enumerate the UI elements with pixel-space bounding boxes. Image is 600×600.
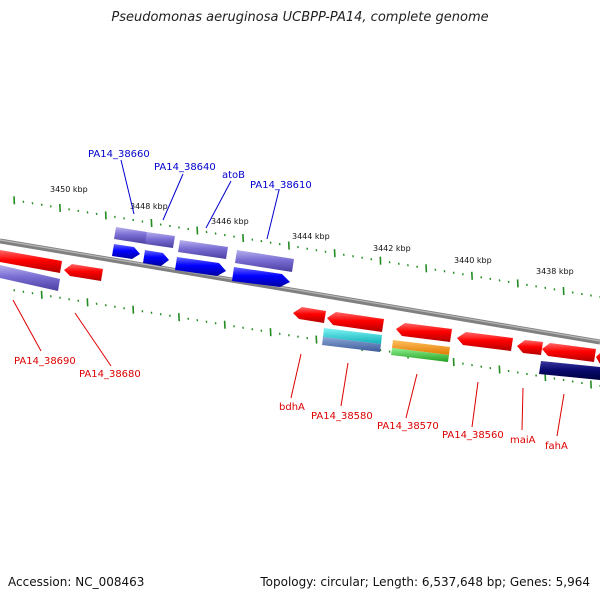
gene-arrow [232, 267, 290, 287]
genome-backbone-highlight [0, 239, 600, 342]
gene-label: bdhA [279, 402, 305, 413]
leader-line [162, 173, 184, 221]
forward-strand-genes [112, 227, 294, 287]
leader-line [290, 353, 302, 399]
gene-label: PA14_38580 [311, 411, 373, 422]
leader-line [405, 373, 418, 419]
gene-arrow [457, 332, 513, 351]
gene-arrow [112, 244, 140, 259]
outer-tick-row [13, 196, 600, 299]
gene-block [178, 240, 228, 259]
gene-arrow [143, 250, 169, 266]
gene-block [322, 337, 381, 352]
gene-arrow [0, 250, 62, 273]
gene-arrow [396, 323, 452, 342]
tick-label: 3442 kbp [373, 244, 411, 253]
forward-gene-labels: PA14_38660 PA14_38640 atoB PA14_38610 [88, 149, 312, 240]
tick-label: 3448 kbp [130, 202, 168, 211]
gene-label: fahA [545, 441, 568, 452]
leader-line [266, 189, 280, 240]
topology-text: Topology: circular; Length: 6,537,648 bp… [260, 575, 590, 589]
gene-label: PA14_38690 [14, 356, 76, 367]
reverse-strand-genes [0, 250, 600, 380]
gene-arrow [517, 340, 543, 355]
tick-label: 3438 kbp [536, 267, 574, 276]
gene-arrow [327, 312, 384, 332]
gene-block [539, 361, 600, 380]
gene-arrow [542, 343, 596, 362]
gene-block [392, 340, 450, 355]
leader-line [556, 393, 565, 437]
gene-block [0, 265, 60, 291]
leader-line [340, 362, 349, 407]
gene-arrow [293, 307, 326, 323]
tick-labels: 3450 kbp 3448 kbp 3446 kbp 3444 kbp 3442… [50, 185, 574, 276]
gene-label: atoB [222, 170, 245, 181]
gene-label: PA14_38560 [442, 430, 504, 441]
tick-label: 3440 kbp [454, 256, 492, 265]
gene-block [391, 348, 449, 362]
accession-text: Accession: NC_008463 [8, 575, 145, 589]
tick-label: 3450 kbp [50, 185, 88, 194]
leader-line [205, 180, 232, 229]
gene-label: PA14_38680 [79, 369, 141, 380]
gene-label: maiA [510, 435, 536, 446]
map-title: Pseudomonas aeruginosa UCBPP-PA14, compl… [111, 10, 489, 25]
gene-label: PA14_38610 [250, 180, 312, 191]
gene-label: PA14_38570 [377, 421, 439, 432]
gene-label: PA14_38660 [88, 149, 150, 160]
reverse-gene-labels: PA14_38690 PA14_38680 bdhA PA14_38580 PA… [12, 299, 568, 452]
gene-block [114, 227, 147, 244]
leader-line [521, 387, 524, 431]
gene-label: PA14_38640 [154, 162, 216, 173]
tick-label: 3446 kbp [211, 217, 249, 226]
tick-label: 3444 kbp [292, 232, 330, 241]
gene-block [145, 232, 175, 248]
leader-line [12, 299, 42, 352]
leader-line [74, 312, 112, 367]
leader-line [471, 381, 479, 428]
gene-block [323, 328, 382, 344]
genome-backbone [0, 238, 600, 345]
gene-arrow [175, 257, 226, 276]
gene-block [235, 250, 294, 272]
gene-arrow [596, 353, 600, 364]
gene-arrow [64, 264, 103, 281]
leader-line [120, 159, 135, 215]
